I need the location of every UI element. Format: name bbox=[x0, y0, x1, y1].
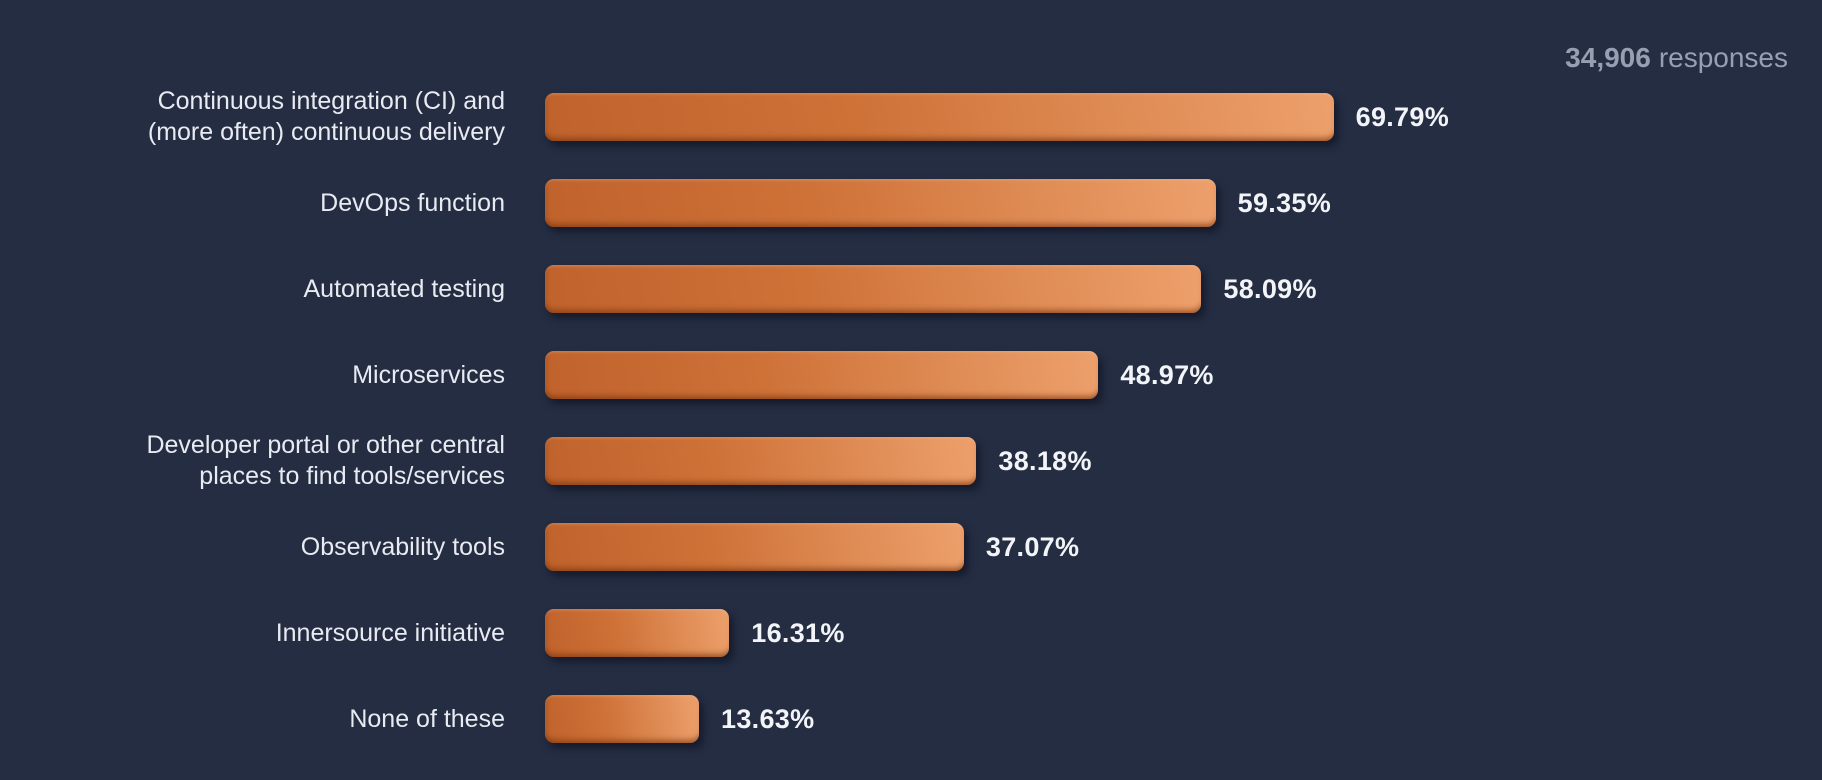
value-label: 37.07% bbox=[985, 531, 1080, 562]
chart-row: Continuous integration (CI) and (more of… bbox=[0, 74, 1822, 160]
chart-row: Developer portal or other central places… bbox=[0, 418, 1822, 504]
category-label: Developer portal or other central places… bbox=[146, 431, 505, 490]
bar-track: 16.31% bbox=[545, 609, 1822, 657]
bar-track: 48.97% bbox=[545, 351, 1822, 399]
category-label: Innersource initiative bbox=[275, 618, 505, 647]
category-label: Microservices bbox=[352, 360, 505, 389]
value-label: 13.63% bbox=[721, 703, 815, 734]
bar[interactable] bbox=[545, 265, 1202, 313]
bar-track: 13.63% bbox=[545, 695, 1822, 743]
category-label: Continuous integration (CI) and (more of… bbox=[147, 87, 505, 146]
bar[interactable] bbox=[545, 609, 730, 657]
bar-track: 59.35% bbox=[545, 179, 1822, 227]
value-label: 58.09% bbox=[1223, 273, 1317, 304]
bar-chart: Continuous integration (CI) and (more of… bbox=[0, 74, 1822, 762]
bar-track: 69.79% bbox=[545, 93, 1822, 141]
chart-row: None of these 13.63% bbox=[0, 676, 1822, 762]
bar[interactable] bbox=[545, 351, 1099, 399]
category-label: DevOps function bbox=[320, 188, 505, 217]
responses-count: 34,906 bbox=[1565, 42, 1651, 73]
chart-row: Observability tools 37.07% bbox=[0, 504, 1822, 590]
value-label: 16.31% bbox=[751, 617, 845, 648]
chart-row: Automated testing 58.09% bbox=[0, 246, 1822, 332]
bar-track: 37.07% bbox=[545, 523, 1822, 571]
chart-row: Microservices 48.97% bbox=[0, 332, 1822, 418]
bar[interactable] bbox=[545, 437, 977, 485]
bar[interactable] bbox=[545, 179, 1216, 227]
bar[interactable] bbox=[545, 93, 1334, 141]
responses-caption: 34,906 responses bbox=[1565, 42, 1788, 74]
value-label: 69.79% bbox=[1355, 101, 1449, 132]
category-label: Observability tools bbox=[300, 532, 505, 561]
bar[interactable] bbox=[545, 523, 964, 571]
category-label: None of these bbox=[349, 704, 505, 733]
value-label: 48.97% bbox=[1120, 359, 1214, 390]
bar[interactable] bbox=[545, 695, 700, 743]
category-label: Automated testing bbox=[303, 274, 505, 303]
chart-row: Innersource initiative 16.31% bbox=[0, 590, 1822, 676]
bar-track: 38.18% bbox=[545, 437, 1822, 485]
chart-row: DevOps function 59.35% bbox=[0, 160, 1822, 246]
responses-label: responses bbox=[1658, 42, 1788, 73]
bar-track: 58.09% bbox=[545, 265, 1822, 313]
value-label: 59.35% bbox=[1237, 187, 1332, 218]
value-label: 38.18% bbox=[998, 445, 1092, 476]
